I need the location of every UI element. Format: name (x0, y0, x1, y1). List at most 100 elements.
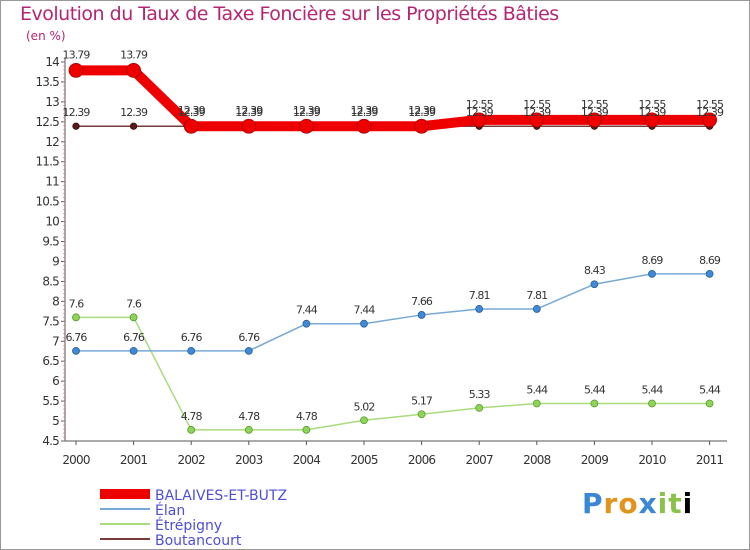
data-point-2 (417, 410, 426, 419)
x-tick-label: 2008 (523, 453, 551, 467)
x-tick-label: 2000 (62, 453, 90, 467)
data-point-1 (475, 305, 484, 313)
data-label: 7.44 (354, 304, 376, 317)
data-point-0 (241, 118, 257, 134)
data-label: 12.39 (178, 106, 206, 119)
data-point-0 (529, 112, 545, 128)
y-tick-label: 11 (45, 175, 59, 189)
x-tick-label: 2001 (120, 453, 148, 467)
series-line-0 (76, 65, 710, 132)
data-label: 12.39 (466, 106, 494, 119)
y-tick-label: 5 (52, 414, 59, 428)
y-tick-label: 9.5 (42, 235, 59, 249)
data-point-0 (471, 112, 487, 128)
x-tick-label: 2010 (638, 453, 666, 467)
x-tick-label: 2006 (408, 453, 436, 467)
y-tick-label: 7.5 (42, 314, 59, 328)
y-tick-label: 9 (52, 254, 59, 268)
data-point-0 (414, 118, 430, 134)
data-label: 7.44 (296, 304, 318, 317)
data-label: 12.55 (523, 98, 551, 111)
data-point-1 (417, 311, 426, 319)
x-tick-label: 2004 (293, 453, 321, 467)
data-label: 12.39 (581, 106, 609, 119)
data-label: 12.39 (696, 106, 724, 119)
data-label: 13.79 (63, 48, 91, 61)
data-point-1 (302, 319, 311, 328)
x-tick-label: 2007 (466, 453, 494, 467)
data-point-2 (590, 399, 599, 408)
data-label: 8.43 (584, 264, 606, 277)
data-label: 7.6 (126, 297, 142, 310)
data-point-0 (702, 112, 717, 128)
data-point-1 (244, 346, 253, 355)
data-label: 12.39 (120, 106, 148, 119)
legend-label: Élan (155, 502, 185, 519)
data-label: 12.39 (351, 104, 379, 117)
legend-label: Boutancourt (155, 533, 242, 549)
data-point-2 (72, 313, 80, 322)
y-tick-label: 12 (45, 135, 59, 149)
y-tick-label: 10 (45, 215, 59, 229)
series-line-2 (76, 316, 710, 431)
data-label: 12.39 (523, 106, 551, 119)
data-label: 12.39 (639, 106, 667, 119)
y-tick-label: 14 (45, 55, 59, 69)
data-point-0 (68, 62, 84, 78)
data-label: 13.79 (120, 48, 148, 61)
data-label: 5.44 (584, 383, 606, 396)
data-label: 5.33 (469, 388, 491, 401)
data-point-1 (360, 319, 368, 328)
y-tick-label: 4.5 (42, 434, 59, 448)
data-label: 5.02 (354, 400, 375, 413)
data-point-0 (644, 112, 660, 128)
x-tick-label: 2003 (235, 453, 263, 467)
data-label: 12.39 (408, 104, 436, 117)
x-tick-label: 2009 (581, 453, 609, 467)
data-label: 12.55 (639, 98, 667, 111)
data-point-1 (72, 346, 80, 355)
y-tick-label: 6.5 (42, 354, 59, 368)
data-label: 5.44 (642, 383, 664, 396)
y-tick-label: 7 (52, 334, 59, 348)
data-point-1 (648, 269, 656, 278)
proxiti-logo: Proxiti (582, 487, 694, 520)
legend-label: Étrépigny (155, 517, 222, 534)
data-point-2 (705, 399, 714, 408)
data-label: 6.76 (123, 331, 145, 344)
data-label: 12.39 (63, 106, 91, 119)
chart-title: Evolution du Taux de Taxe Foncière sur l… (20, 3, 559, 25)
y-tick-label: 8 (52, 294, 59, 308)
data-point-0 (298, 118, 314, 134)
x-tick-label: 2002 (178, 453, 206, 467)
data-point-2 (532, 399, 541, 408)
data-point-2 (129, 313, 138, 322)
data-label: 7.81 (526, 289, 547, 302)
data-point-0 (587, 112, 602, 128)
data-label: 5.44 (699, 383, 721, 396)
y-tick-label: 6 (52, 374, 59, 388)
y-tick-label: 13 (45, 95, 59, 109)
data-label: 12.39 (235, 106, 263, 119)
data-label: 8.69 (642, 254, 664, 267)
data-label: 12.55 (696, 98, 724, 111)
y-tick-label: 8.5 (42, 274, 59, 288)
data-label: 12.39 (178, 104, 206, 117)
x-tick-label: 2005 (350, 453, 378, 467)
data-label: 7.6 (69, 297, 85, 310)
y-tick-label: 11.5 (35, 155, 59, 169)
data-point-2 (360, 416, 368, 425)
data-label: 12.55 (466, 98, 494, 111)
data-point-3 (130, 122, 138, 130)
data-label: 4.78 (296, 410, 318, 423)
data-point-1 (129, 346, 138, 355)
data-point-2 (475, 403, 484, 412)
data-label: 6.76 (66, 331, 88, 344)
data-label: 5.17 (411, 394, 433, 407)
data-label: 6.76 (238, 331, 260, 344)
data-label: 12.55 (581, 98, 609, 111)
data-label: 8.69 (699, 254, 721, 267)
data-point-2 (187, 425, 196, 434)
data-label: 4.78 (238, 410, 260, 423)
